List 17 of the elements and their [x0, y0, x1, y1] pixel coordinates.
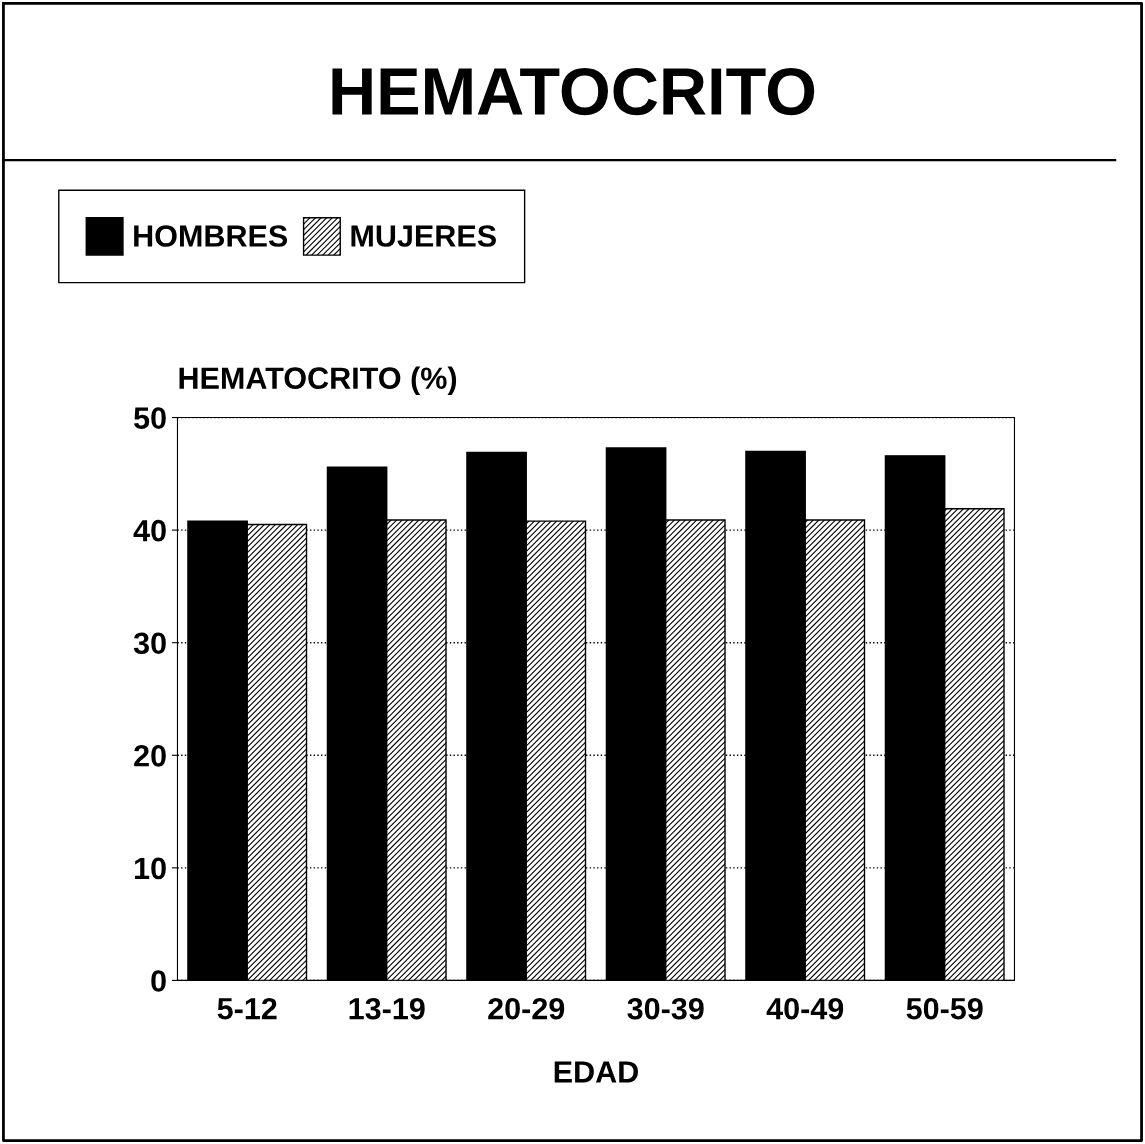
y-tick-label: 0	[151, 970, 166, 992]
x-tick-label: 13-19	[349, 997, 425, 1020]
y-axis-title: HEMATOCRITO (%)	[179, 366, 457, 396]
y-tick-label: 50	[134, 407, 166, 429]
x-tick-label: 40-49	[766, 997, 844, 1020]
x-axis-title: EDAD	[554, 1061, 638, 1083]
x-tick-label: 50-59	[906, 997, 983, 1020]
legend-label: MUJERES	[351, 225, 496, 247]
x-tick-label: 30-39	[627, 997, 704, 1020]
legend-label: HOMBRES	[134, 225, 288, 247]
y-tick-label: 40	[133, 519, 166, 542]
y-tick-label: 20	[134, 745, 166, 767]
chart-title: HEMATOCRITO	[332, 67, 815, 116]
y-tick-label: 30	[133, 632, 166, 655]
x-tick-label: 5-12	[217, 997, 277, 1020]
y-tick-label: 10	[135, 857, 166, 880]
x-tick-label: 20-29	[488, 997, 565, 1020]
